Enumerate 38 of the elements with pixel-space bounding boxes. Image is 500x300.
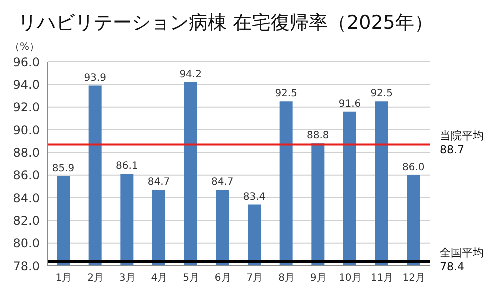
x-tick-label: 4月 — [151, 273, 168, 284]
data-label: 86.1 — [116, 161, 138, 172]
y-tick-label: 84.0 — [13, 191, 40, 206]
x-tick-label: 5月 — [183, 273, 200, 284]
y-tick-label: 86.0 — [13, 168, 40, 183]
chart-title: リハビリテーション病棟 在宅復帰率（2025年） — [17, 11, 434, 36]
y-tick-label: 80.0 — [13, 236, 40, 251]
data-label: 88.8 — [307, 130, 330, 142]
data-label: 85.9 — [52, 163, 75, 174]
y-tick-label: 96.0 — [13, 55, 40, 70]
x-tick-label: 1月 — [56, 273, 72, 284]
data-label: 86.0 — [402, 162, 425, 174]
data-label: 83.4 — [243, 192, 266, 203]
ref-line-label: 当院平均 88.7 — [440, 130, 484, 157]
x-tick-label: 2月 — [88, 273, 104, 284]
data-label: 84.7 — [212, 177, 234, 188]
x-tick-label: 9月 — [310, 273, 327, 284]
y-tick-label: 82.0 — [13, 214, 40, 228]
data-label: 84.7 — [148, 177, 170, 188]
x-tick-label: 10月 — [339, 273, 362, 284]
ref-line-label: 全国平均 78.4 — [440, 246, 484, 274]
x-tick-label: 12月 — [402, 273, 426, 284]
y-tick-label: 78.0 — [13, 259, 40, 274]
x-tick-label: 8月 — [278, 273, 295, 284]
data-label: 92.5 — [275, 88, 298, 100]
x-tick-label: 3月 — [119, 273, 136, 284]
x-tick-label: 11月 — [370, 273, 394, 284]
data-label: 94.2 — [180, 69, 202, 80]
y-tick-label: 92.0 — [13, 100, 40, 115]
data-label: 91.6 — [338, 98, 362, 110]
x-tick-label: 6月 — [214, 273, 232, 284]
x-tick-label: 7月 — [246, 273, 264, 284]
y-axis-title: （%） — [10, 41, 40, 54]
data-label: 92.5 — [370, 88, 393, 100]
y-tick-label: 94.0 — [13, 78, 40, 92]
data-label: 93.9 — [84, 72, 106, 84]
y-tick-label: 88.0 — [13, 146, 40, 160]
y-tick-label: 90.0 — [13, 123, 40, 138]
